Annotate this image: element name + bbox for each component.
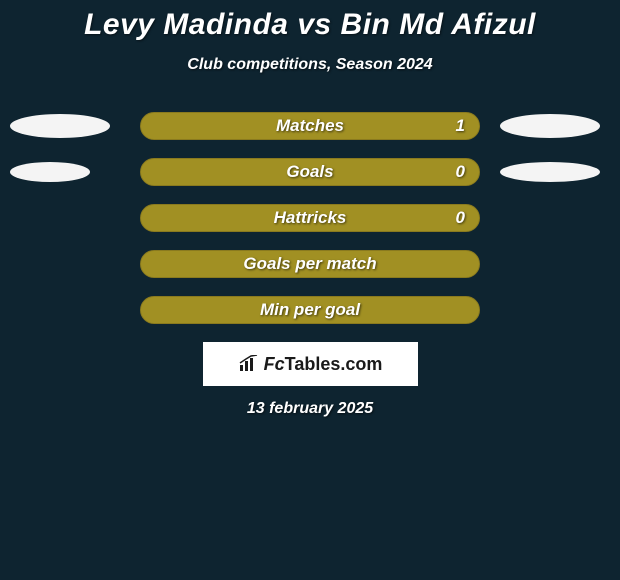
stat-bar: Matches1 [140, 112, 480, 140]
logo-box: FcTables.com [203, 342, 418, 386]
stat-value: 0 [456, 208, 465, 228]
stat-row: Min per goal [0, 296, 620, 324]
vs-label: vs [297, 8, 331, 41]
stat-label: Goals per match [141, 254, 479, 274]
stat-rows: Matches1Goals0Hattricks0Goals per matchM… [0, 112, 620, 324]
stat-bar: Min per goal [140, 296, 480, 324]
date-label: 13 february 2025 [0, 400, 620, 418]
left-ellipse [10, 162, 90, 182]
logo: FcTables.com [238, 354, 383, 375]
stat-label: Goals [141, 162, 479, 182]
comparison-container: Levy Madinda vs Bin Md Afizul Club compe… [0, 0, 620, 418]
stat-bar: Hattricks0 [140, 204, 480, 232]
stat-value: 1 [456, 116, 465, 136]
stat-label: Matches [141, 116, 479, 136]
page-title: Levy Madinda vs Bin Md Afizul [0, 8, 620, 42]
stat-value: 0 [456, 162, 465, 182]
stat-row: Matches1 [0, 112, 620, 140]
stat-row: Goals0 [0, 158, 620, 186]
subtitle: Club competitions, Season 2024 [0, 56, 620, 74]
stat-row: Goals per match [0, 250, 620, 278]
player1-name: Levy Madinda [84, 8, 288, 41]
left-ellipse [10, 114, 110, 138]
stat-label: Min per goal [141, 300, 479, 320]
logo-fc: Fc [264, 354, 285, 374]
stat-bar: Goals0 [140, 158, 480, 186]
player2-name: Bin Md Afizul [341, 8, 536, 41]
chart-icon [238, 355, 260, 373]
logo-rest: Tables.com [285, 354, 383, 374]
right-ellipse [500, 162, 600, 182]
right-ellipse [500, 114, 600, 138]
stat-label: Hattricks [141, 208, 479, 228]
stat-bar: Goals per match [140, 250, 480, 278]
stat-row: Hattricks0 [0, 204, 620, 232]
